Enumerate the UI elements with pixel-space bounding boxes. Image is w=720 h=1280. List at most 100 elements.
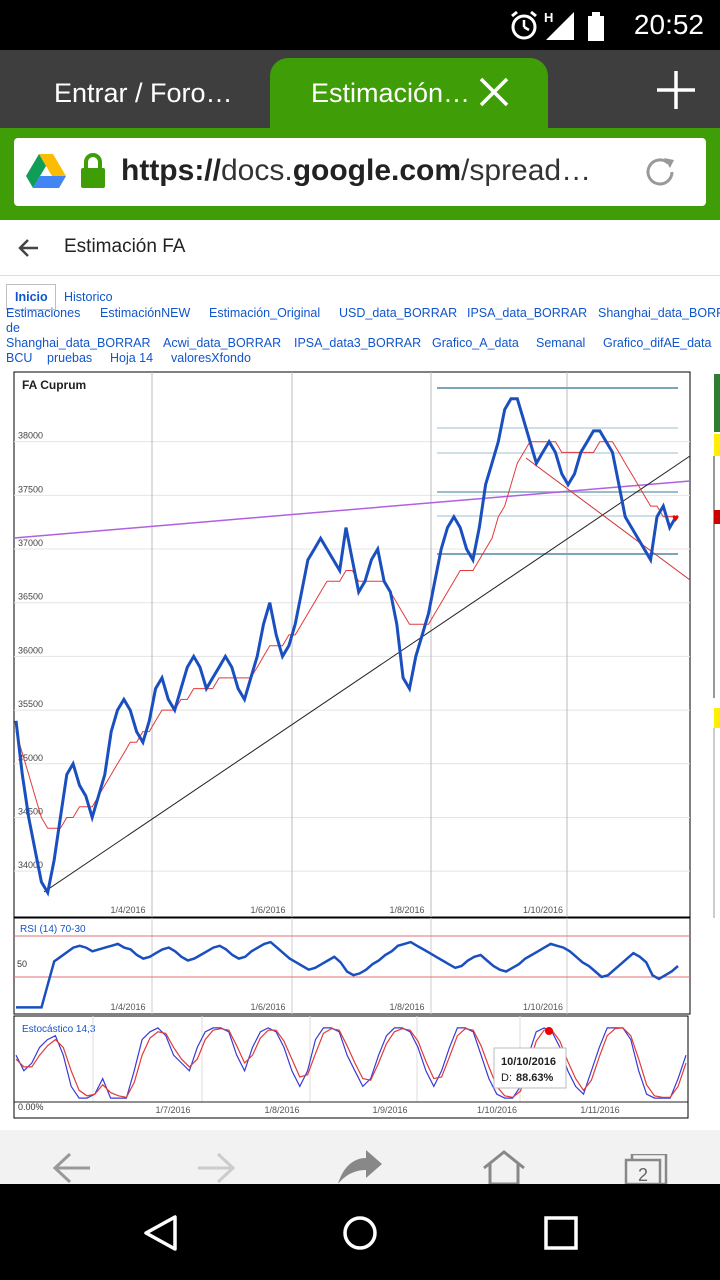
lock-icon bbox=[81, 153, 105, 188]
main-y-tick-label: 34000 bbox=[18, 860, 43, 870]
rsi-grid bbox=[151, 918, 568, 1014]
main-y-tick-label: 36500 bbox=[18, 592, 43, 602]
sheet-tab-valoresxfondo[interactable]: valoresXfondo bbox=[171, 351, 251, 365]
status-bar: H 20:52 bbox=[0, 0, 720, 50]
main-x-tick-label: 1/6/2016 bbox=[250, 905, 285, 915]
main-y-tick-label: 35500 bbox=[18, 699, 43, 709]
sheet-tab-bcu[interactable]: BCU bbox=[6, 351, 33, 365]
sheet-tab-inicio[interactable]: Inicio bbox=[6, 284, 56, 310]
stochastic-x-tick-label: 1/7/2016 bbox=[155, 1105, 190, 1115]
system-back-icon[interactable] bbox=[143, 1215, 177, 1251]
reload-icon[interactable] bbox=[642, 154, 678, 190]
alarm-icon bbox=[511, 10, 537, 40]
chart-title: FA Cuprum bbox=[22, 378, 86, 392]
sheet-title: Estimación FA bbox=[64, 236, 186, 257]
trendline-red bbox=[525, 457, 691, 581]
main-y-tick-label: 37000 bbox=[18, 538, 43, 548]
sheet-tab-estimacion-original[interactable]: Estimación_Original bbox=[209, 306, 321, 320]
signal-icon bbox=[546, 12, 574, 40]
sheet-tab-grafico-difae-data[interactable]: Grafico_difAE_data bbox=[603, 336, 712, 350]
system-recents-icon[interactable] bbox=[544, 1216, 578, 1250]
tooltip-value: 88.63% bbox=[516, 1072, 554, 1084]
share-icon[interactable] bbox=[336, 1150, 384, 1184]
sheet-tab-grafico-a-data[interactable]: Grafico_A_data bbox=[432, 336, 519, 350]
back-arrow-icon[interactable] bbox=[18, 238, 40, 258]
sheet-tab-ipsa-data3-borrar[interactable]: IPSA_data3_BORRAR bbox=[294, 336, 422, 350]
sheet-tab-usd-data-borrar[interactable]: USD_data_BORRAR bbox=[339, 306, 458, 320]
status-icons: H bbox=[511, 10, 604, 41]
main-x-tick-label: 1/8/2016 bbox=[389, 905, 424, 915]
sheet-tab-pruebas[interactable]: pruebas bbox=[47, 351, 93, 365]
main-grid bbox=[14, 372, 690, 917]
series-line-0 bbox=[15, 441, 676, 829]
browser-tab-bar: Entrar / Foro… Estimación… bbox=[0, 50, 720, 128]
sheet-tab-list: Inicio Historico Estimaciones Estimación… bbox=[0, 280, 720, 370]
sheet-content: FA Cuprum 38000 37500 37000 36500 36000 35500… bbox=[0, 368, 720, 1128]
series-line-1 bbox=[14, 397, 678, 897]
rsi-x-tick-label: 1/10/2016 bbox=[523, 1002, 563, 1012]
sheet-tab-continuation[interactable]: de bbox=[6, 321, 20, 335]
home-icon[interactable] bbox=[482, 1150, 526, 1184]
series-line-1 bbox=[15, 1027, 687, 1098]
rsi-chart[interactable]: RSI (14) 70-30 50 1/4/2016 1/6/2016 1/8/20… bbox=[13, 917, 691, 1015]
main-y-tick-label: 36000 bbox=[18, 645, 43, 655]
clock: 20:52 bbox=[633, 9, 704, 40]
stochastic-series bbox=[15, 1027, 687, 1099]
sheet-tab-shanghai-data-borr[interactable]: Shanghai_data_BORR bbox=[598, 306, 720, 320]
tab-estimacion[interactable]: Estimación… bbox=[270, 58, 548, 128]
browser-bottom-nav: 2 bbox=[0, 1130, 720, 1184]
stochastic-x-axis: 1/7/2016 1/8/2016 1/9/2016 1/10/2016 1/11/20… bbox=[155, 1105, 619, 1115]
tab-entrar-foro[interactable]: Entrar / Foro… bbox=[0, 64, 280, 128]
main-y-tick-label: 34500 bbox=[18, 806, 43, 816]
main-price-chart[interactable]: FA Cuprum 38000 37500 37000 36500 36000 35500… bbox=[13, 371, 691, 918]
sheet-tab-estimaciones[interactable]: Estimaciones bbox=[6, 306, 81, 320]
main-y-tick-label: 37500 bbox=[18, 484, 43, 494]
tooltip-label: D: bbox=[501, 1072, 512, 1084]
stochastic-x-tick-label: 1/10/2016 bbox=[477, 1105, 517, 1115]
stochastic-x-tick-label: 1/9/2016 bbox=[372, 1105, 407, 1115]
charts-canvas: FA Cuprum 38000 37500 37000 36500 36000 35500… bbox=[13, 371, 720, 1119]
main-y-axis: 38000 37500 37000 36500 36000 35500 35000 34500… bbox=[18, 431, 43, 870]
rsi-x-axis: 1/4/2016 1/6/2016 1/8/2016 1/10/2016 bbox=[110, 1002, 563, 1012]
trendline-purple bbox=[13, 480, 691, 539]
svg-text:2: 2 bbox=[638, 1165, 648, 1184]
sheet-tab-acwi-data-borrar[interactable]: Acwi_data_BORRAR bbox=[163, 336, 282, 350]
system-home-icon[interactable] bbox=[342, 1215, 378, 1251]
battery-icon bbox=[588, 12, 604, 41]
tabs-counter-icon[interactable]: 2 bbox=[624, 1154, 668, 1184]
stochastic-x-tick-label: 1/11/2016 bbox=[580, 1105, 619, 1115]
tab-label: Entrar / Foro… bbox=[54, 78, 233, 108]
rsi-x-tick-label: 1/4/2016 bbox=[110, 1002, 145, 1012]
tab-label: Estimación… bbox=[311, 78, 471, 108]
sheet-tab-hoja-14[interactable]: Hoja 14 bbox=[110, 351, 154, 365]
close-icon[interactable] bbox=[478, 76, 510, 108]
main-y-tick-label: 38000 bbox=[18, 431, 43, 441]
system-navigation-bar bbox=[0, 1184, 720, 1280]
main-y-tick-label: 35000 bbox=[18, 753, 43, 763]
right-edge-cells bbox=[713, 374, 720, 918]
address-bar[interactable]: https://docs.google.com/spread… bbox=[14, 138, 706, 206]
sheet-tab-estimacionnew[interactable]: EstimaciónNEW bbox=[100, 306, 191, 320]
sheet-tab-semanal[interactable]: Semanal bbox=[536, 336, 586, 350]
tooltip-date: 10/10/2016 bbox=[501, 1056, 556, 1068]
url-text: https://docs.google.com/spread… bbox=[121, 154, 592, 187]
rsi-series bbox=[16, 940, 679, 1009]
stochastic-hover-point bbox=[545, 1027, 553, 1035]
main-x-tick-label: 1/10/2016 bbox=[523, 905, 563, 915]
address-bar-container: https://docs.google.com/spread… bbox=[0, 128, 720, 220]
sheet-tab-historico[interactable]: Historico bbox=[64, 290, 113, 304]
main-series bbox=[14, 397, 678, 897]
sheet-tab-ipsa-data-borrar[interactable]: IPSA_data_BORRAR bbox=[467, 306, 588, 320]
heart-marker-icon: ♥ bbox=[672, 511, 679, 525]
stochastic-tooltip: 10/10/2016 D: 88.63% bbox=[493, 1047, 567, 1089]
rsi-tick-50: 50 bbox=[17, 959, 27, 969]
forward-icon[interactable] bbox=[196, 1152, 236, 1184]
sheet-header: Estimación FA bbox=[0, 220, 720, 276]
sheet-tab-shanghai-data-borrar[interactable]: Shanghai_data_BORRAR bbox=[6, 336, 151, 350]
google-drive-icon bbox=[26, 154, 66, 188]
back-icon[interactable] bbox=[52, 1152, 92, 1184]
rsi-title: RSI (14) 70-30 bbox=[20, 924, 86, 935]
stochastic-title: Estocástico 14,3 bbox=[22, 1024, 96, 1035]
stochastic-chart[interactable]: Estocástico 14,3 0.00% 1/7/2016 1/8/2016 1… bbox=[13, 1015, 689, 1119]
new-tab-plus-icon[interactable] bbox=[654, 68, 698, 112]
